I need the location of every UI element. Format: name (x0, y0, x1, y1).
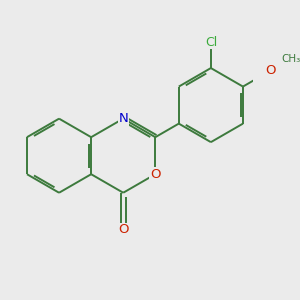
Text: O: O (150, 168, 160, 181)
Text: O: O (265, 64, 275, 77)
Text: N: N (118, 112, 128, 125)
Text: CH₃: CH₃ (281, 54, 300, 64)
Text: O: O (118, 223, 128, 236)
Text: Cl: Cl (205, 36, 217, 49)
